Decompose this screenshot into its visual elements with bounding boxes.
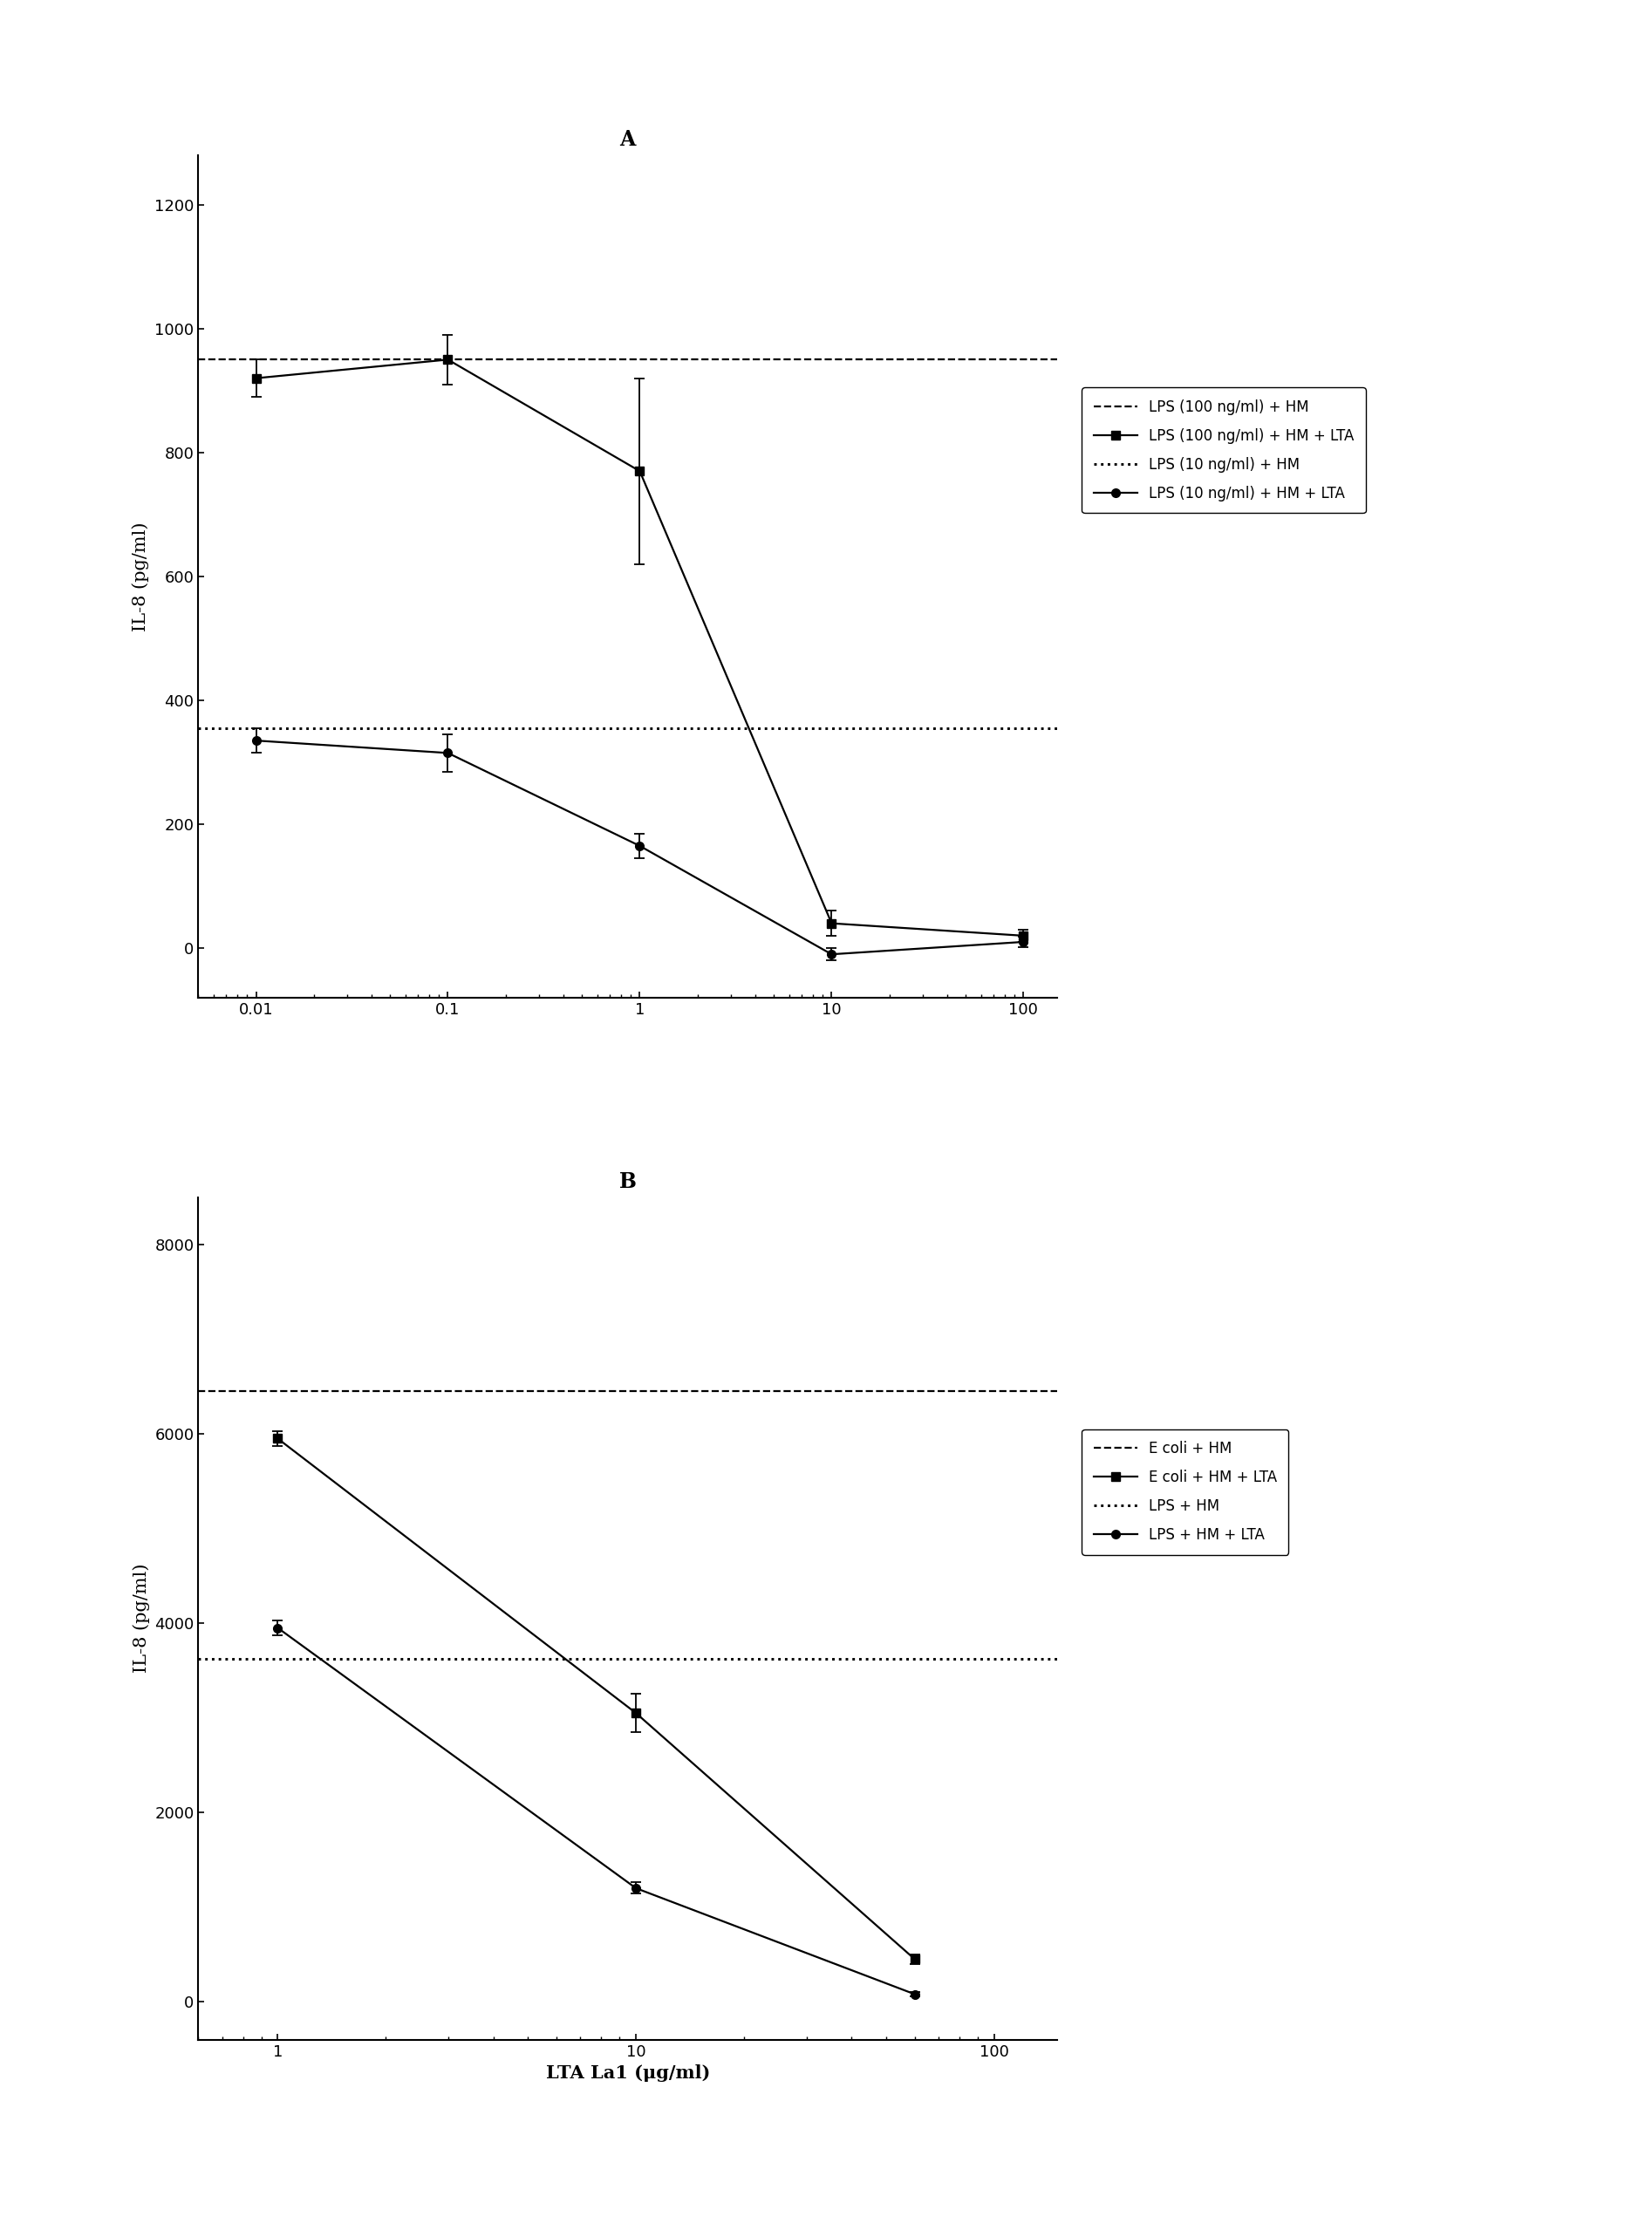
Legend: E coli + HM, E coli + HM + LTA, LPS + HM, LPS + HM + LTA: E coli + HM, E coli + HM + LTA, LPS + HM… bbox=[1082, 1430, 1289, 1554]
Title: A: A bbox=[620, 129, 636, 151]
Title: B: B bbox=[620, 1171, 636, 1193]
Y-axis label: IL-8 (pg/ml): IL-8 (pg/ml) bbox=[132, 1563, 150, 1674]
Y-axis label: IL-8 (pg/ml): IL-8 (pg/ml) bbox=[132, 521, 150, 632]
X-axis label: LTA La1 (μg/ml): LTA La1 (μg/ml) bbox=[545, 2064, 710, 2082]
Legend: LPS (100 ng/ml) + HM, LPS (100 ng/ml) + HM + LTA, LPS (10 ng/ml) + HM, LPS (10 n: LPS (100 ng/ml) + HM, LPS (100 ng/ml) + … bbox=[1082, 388, 1366, 512]
